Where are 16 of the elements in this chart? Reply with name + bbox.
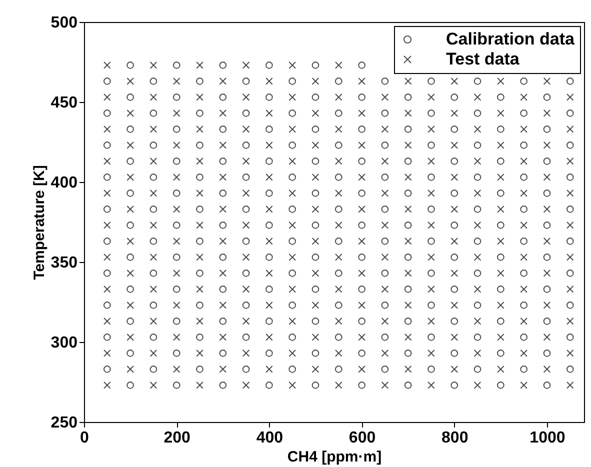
y-tick-label: 500	[50, 14, 78, 32]
x-tick-label: 600	[348, 430, 376, 446]
y-tick-label: 400	[50, 174, 78, 192]
legend-label: Test data	[446, 50, 520, 68]
x-tick-label: 0	[80, 430, 90, 446]
y-tick-label: 450	[50, 94, 78, 112]
x-axis-title: CH4 [ppm·m]	[287, 448, 382, 466]
y-tick-label: 300	[50, 334, 78, 352]
x-tick-label: 800	[442, 430, 468, 446]
legend-label: Calibration data	[446, 30, 576, 48]
y-axis-title: Temperature [K]	[30, 165, 48, 280]
x-tick-label: 400	[256, 430, 284, 446]
y-tick-label: 250	[50, 414, 78, 432]
x-tick-label: 200	[164, 430, 191, 446]
y-tick-label: 350	[50, 254, 78, 272]
x-tick-label: 1000	[530, 430, 566, 446]
